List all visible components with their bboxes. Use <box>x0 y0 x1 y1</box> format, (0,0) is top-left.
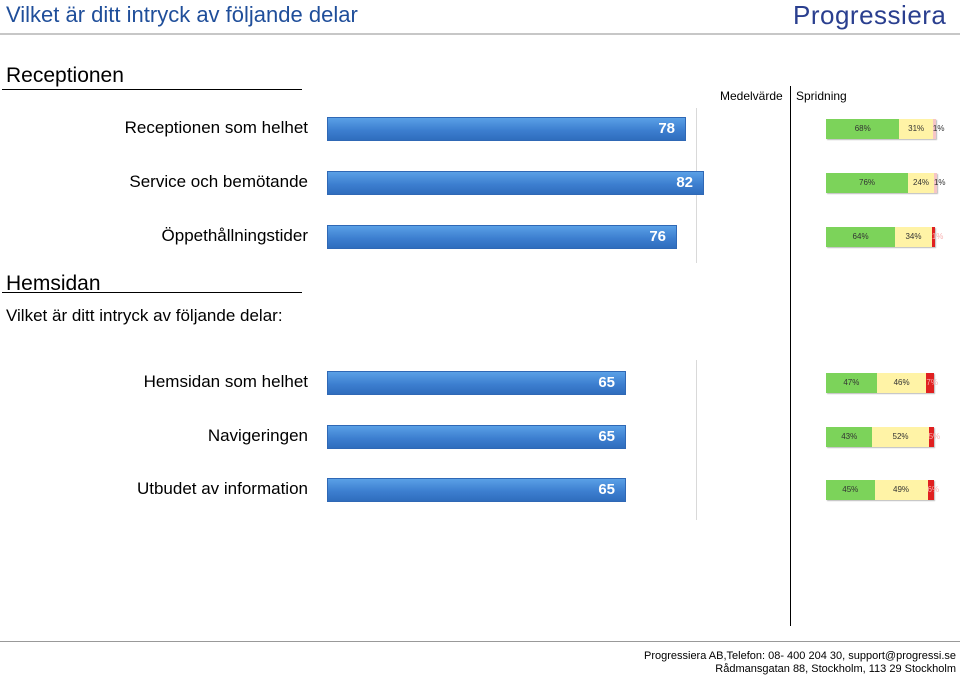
mean-bar: 76 <box>327 225 677 249</box>
spread-segment: 1% <box>931 227 943 247</box>
section-underline <box>2 89 302 90</box>
row-label: Utbudet av information <box>136 479 308 498</box>
spread-stack: 45% 49% 6% <box>826 480 939 500</box>
spread-stack: 64% 34% 1% <box>826 227 943 247</box>
spread-segment: 49% <box>874 480 928 500</box>
mean-bar: 82 <box>327 171 704 195</box>
column-separator <box>790 86 791 626</box>
column-header-mean: Medelvärde <box>720 89 783 103</box>
spread-segment: 7% <box>926 373 938 393</box>
spread-segment: 68% <box>826 119 900 139</box>
spread-segment: 31% <box>899 119 933 139</box>
spread-segment: 24% <box>908 173 934 193</box>
section-title-hemsidan: Hemsidan <box>6 272 101 295</box>
spread-segment: 47% <box>826 373 877 393</box>
spread-segment: 1% <box>932 119 944 139</box>
spread-segment: 34% <box>895 227 932 247</box>
header-divider <box>0 33 960 35</box>
spread-segment: 43% <box>826 427 873 447</box>
section-underline <box>2 292 302 293</box>
spread-segment: 76% <box>826 173 909 193</box>
row-label: Hemsidan som helhet <box>143 372 308 391</box>
grid-line-lower <box>696 360 697 520</box>
spread-stack: 68% 31% 1% <box>826 119 944 139</box>
footer-divider <box>0 641 960 642</box>
mean-bar: 65 <box>327 425 626 449</box>
mean-bar: 78 <box>327 117 686 141</box>
row-label: Navigeringen <box>207 426 308 445</box>
spread-segment: 6% <box>927 480 939 500</box>
spread-segment: 64% <box>826 227 896 247</box>
row-label: Service och bemötande <box>129 172 308 191</box>
column-header-spread: Spridning <box>796 89 847 103</box>
spread-stack: 47% 46% 7% <box>826 373 938 393</box>
spread-segment: 1% <box>933 173 946 193</box>
company-logo: Progressiera <box>793 0 947 30</box>
spread-segment: 45% <box>826 480 875 500</box>
section-title-receptionen: Receptionen <box>6 64 124 87</box>
spread-stack: 76% 24% 1% <box>826 173 946 193</box>
row-label: Öppethållningstider <box>161 226 308 245</box>
section-question: Vilket är ditt intryck av följande delar… <box>6 306 283 325</box>
page-title: Vilket är ditt intryck av följande delar <box>6 2 358 27</box>
mean-bar: 65 <box>327 478 626 502</box>
spread-stack: 43% 52% 5% <box>826 427 940 447</box>
spread-segment: 5% <box>928 427 940 447</box>
footer-address: Rådmansgatan 88, Stockholm, 113 29 Stock… <box>715 663 956 675</box>
row-label: Receptionen som helhet <box>124 118 308 137</box>
footer-contact: Progressiera AB,Telefon: 08- 400 204 30,… <box>643 650 956 662</box>
spread-segment: 46% <box>876 373 927 393</box>
mean-bar: 65 <box>327 371 626 395</box>
spread-segment: 52% <box>872 427 929 447</box>
